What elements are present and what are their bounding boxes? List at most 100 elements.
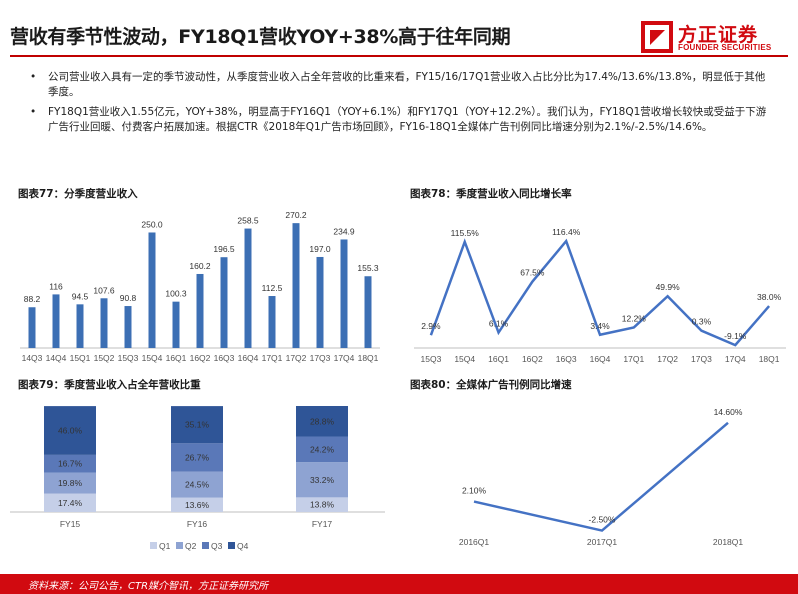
x-tick-label: 17Q1	[262, 353, 283, 363]
chart80-ad-growth: 2.10% 2016Q1 -2.50% 2017Q1 14.60% 2018Q1	[459, 407, 744, 547]
segment-label: 24.2%	[310, 444, 335, 454]
segment-label: 13.8%	[310, 500, 335, 510]
chart79-title: 图表79：季度营业收入占全年营收比重	[18, 379, 201, 391]
bar-14Q4	[52, 294, 60, 348]
x-tick-label: FY17	[312, 519, 333, 529]
bar-17Q2	[292, 223, 300, 348]
data-label: 38.0%	[757, 292, 782, 302]
data-label: 0.3%	[692, 317, 712, 327]
legend-swatch-Q2	[176, 542, 183, 549]
legend-label: Q1	[159, 541, 171, 551]
data-label: 107.6	[93, 285, 115, 295]
summary-bullets: • 公司营业收入具有一定的季节波动性，从季度营业收入占全年营收的比重来看，FY1…	[28, 70, 768, 140]
segment-label: 13.6%	[185, 500, 210, 510]
chart79-quarter-share: 17.4% 19.8% 16.7% 46.0% FY15 13.6% 24.5% 26.7% 3…	[10, 406, 385, 551]
legend-swatch-Q4	[228, 542, 235, 549]
data-label: 116.4%	[552, 227, 581, 237]
legend-swatch-Q3	[202, 542, 209, 549]
data-label: 115.5%	[451, 228, 480, 238]
x-tick-label: 2018Q1	[713, 537, 744, 547]
segment-label: 33.2%	[310, 475, 335, 485]
bar-17Q1	[268, 296, 276, 348]
segment-label: 26.7%	[185, 452, 210, 462]
x-tick-label: FY16	[187, 519, 208, 529]
data-label: 258.5	[237, 216, 259, 226]
data-label: 112.5	[262, 283, 283, 293]
x-tick-label: 16Q2	[190, 353, 211, 363]
segment-FY15-Q3	[44, 454, 96, 473]
x-tick-label: 17Q4	[725, 354, 746, 364]
bar-15Q3	[124, 306, 132, 348]
data-label: 250.0	[141, 219, 163, 229]
bar-17Q3	[316, 256, 324, 348]
segment-FY15-Q2	[44, 472, 96, 494]
x-tick-label: 17Q4	[334, 353, 355, 363]
source-note: 资料来源：公司公告，CTR媒介智讯，方正证券研究所	[28, 581, 269, 592]
data-label: -2.50%	[589, 515, 616, 525]
data-label: 94.5	[72, 291, 89, 301]
x-tick-label: 17Q3	[691, 354, 712, 364]
data-label: 270.2	[285, 210, 307, 220]
segment-FY17-Q2	[296, 462, 348, 498]
x-tick-label: 17Q1	[623, 354, 644, 364]
data-label: 196.5	[213, 244, 235, 254]
legend-label: Q4	[237, 541, 249, 551]
segment-FY15-Q4	[44, 406, 96, 455]
data-label: 67.5%	[520, 268, 545, 278]
data-label: 3.4%	[590, 321, 610, 331]
legend-label: Q2	[185, 541, 197, 551]
data-label: 116	[49, 281, 63, 291]
bullet-item: • FY18Q1营业收入1.55亿元，YOY+38%，明显高于FY16Q1（YO…	[28, 105, 768, 135]
bullet-text: 公司营业收入具有一定的季节波动性，从季度营业收入占全年营收的比重来看，FY15/…	[48, 71, 766, 98]
x-tick-label: 14Q3	[22, 353, 43, 363]
x-tick-label: 16Q1	[166, 353, 187, 363]
data-label: 155.3	[357, 263, 379, 273]
data-label: 14.60%	[714, 407, 743, 417]
x-tick-label: 2017Q1	[587, 537, 618, 547]
segment-FY16-Q3	[171, 443, 223, 472]
data-label: 88.2	[24, 294, 41, 304]
x-tick-label: 16Q4	[590, 354, 611, 364]
x-tick-label: 16Q3	[214, 353, 235, 363]
x-tick-label: 18Q1	[759, 354, 780, 364]
chart77-title: 图表77：分季度营业收入	[18, 188, 138, 200]
x-tick-label: 16Q2	[522, 354, 543, 364]
x-tick-label: 17Q2	[657, 354, 678, 364]
data-label: 234.9	[333, 226, 355, 236]
logo-subtitle: FOUNDER SECURITIES	[678, 43, 772, 52]
x-tick-label: 15Q4	[142, 353, 163, 363]
x-tick-label: 2016Q1	[459, 537, 490, 547]
chart80-title: 图表80：全媒体广告刊例同比增速	[410, 379, 572, 391]
data-label: 12.2%	[622, 313, 647, 323]
segment-FY17-Q3	[296, 436, 348, 463]
x-tick-label: 18Q1	[358, 353, 379, 363]
segment-FY16-Q1	[171, 497, 223, 512]
bar-16Q4	[244, 228, 252, 348]
segment-FY16-Q4	[171, 406, 223, 444]
x-tick-label: 17Q3	[310, 353, 331, 363]
x-tick-label: 16Q1	[488, 354, 509, 364]
bullet-dot-icon: •	[30, 71, 37, 83]
data-label: -9.1%	[724, 331, 747, 341]
legend-label: Q3	[211, 541, 223, 551]
segment-FY15-Q1	[44, 493, 96, 512]
segment-FY17-Q4	[296, 406, 348, 437]
x-tick-label: 15Q4	[454, 354, 475, 364]
segment-FY17-Q1	[296, 497, 348, 512]
segment-label: 28.8%	[310, 416, 335, 426]
bar-15Q2	[100, 298, 108, 348]
data-label: 160.2	[189, 261, 211, 271]
data-label: 197.0	[309, 244, 331, 254]
x-tick-label: 15Q2	[94, 353, 115, 363]
segment-label: 16.7%	[58, 459, 83, 469]
bullet-dot-icon: •	[30, 106, 37, 118]
bullet-text: FY18Q1营业收入1.55亿元，YOY+38%，明显高于FY16Q1（YOY+…	[48, 106, 767, 133]
chart78-revenue-yoy: 2.9% 15Q3 115.5% 15Q4 6.1% 16Q1 67.5% 16Q2 116.4…	[414, 227, 786, 364]
x-tick-label: 14Q4	[46, 353, 67, 363]
data-label: 100.3	[165, 289, 187, 299]
bar-15Q4	[148, 232, 156, 348]
data-label: 2.10%	[462, 486, 487, 496]
logo-name: 方正证券	[678, 24, 759, 46]
bullet-item: • 公司营业收入具有一定的季节波动性，从季度营业收入占全年营收的比重来看，FY1…	[28, 70, 768, 100]
founder-logo: 方正证券 FOUNDER SECURITIES	[640, 20, 790, 56]
